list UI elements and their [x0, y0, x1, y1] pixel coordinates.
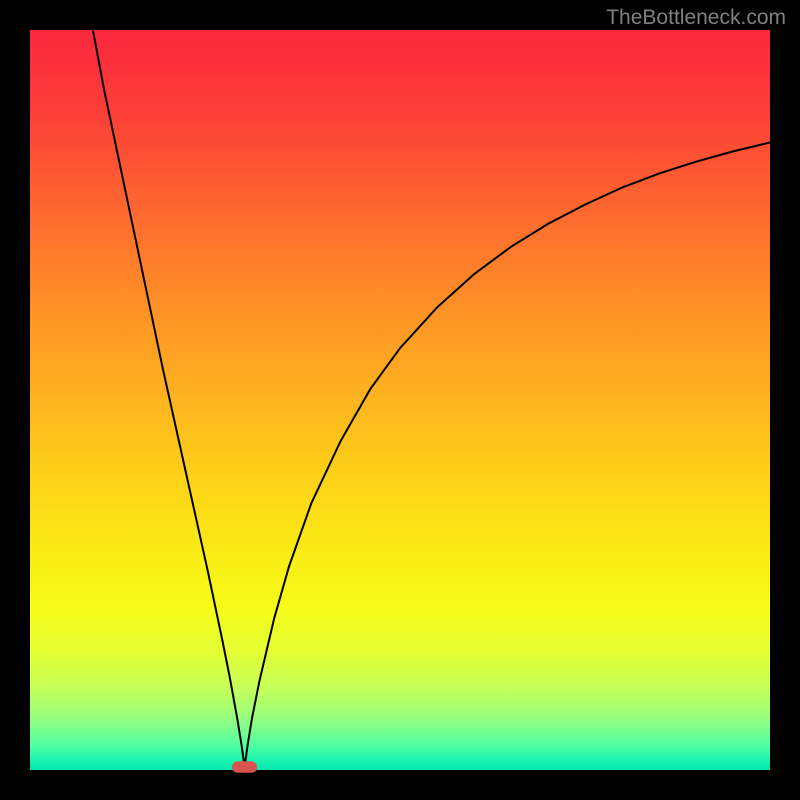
watermark-label: TheBottleneck.com: [606, 6, 786, 30]
chart-container: TheBottleneck.com: [0, 0, 800, 800]
plot-background: [30, 30, 770, 770]
bottleneck-chart: [0, 0, 800, 800]
optimal-marker: [232, 761, 257, 772]
